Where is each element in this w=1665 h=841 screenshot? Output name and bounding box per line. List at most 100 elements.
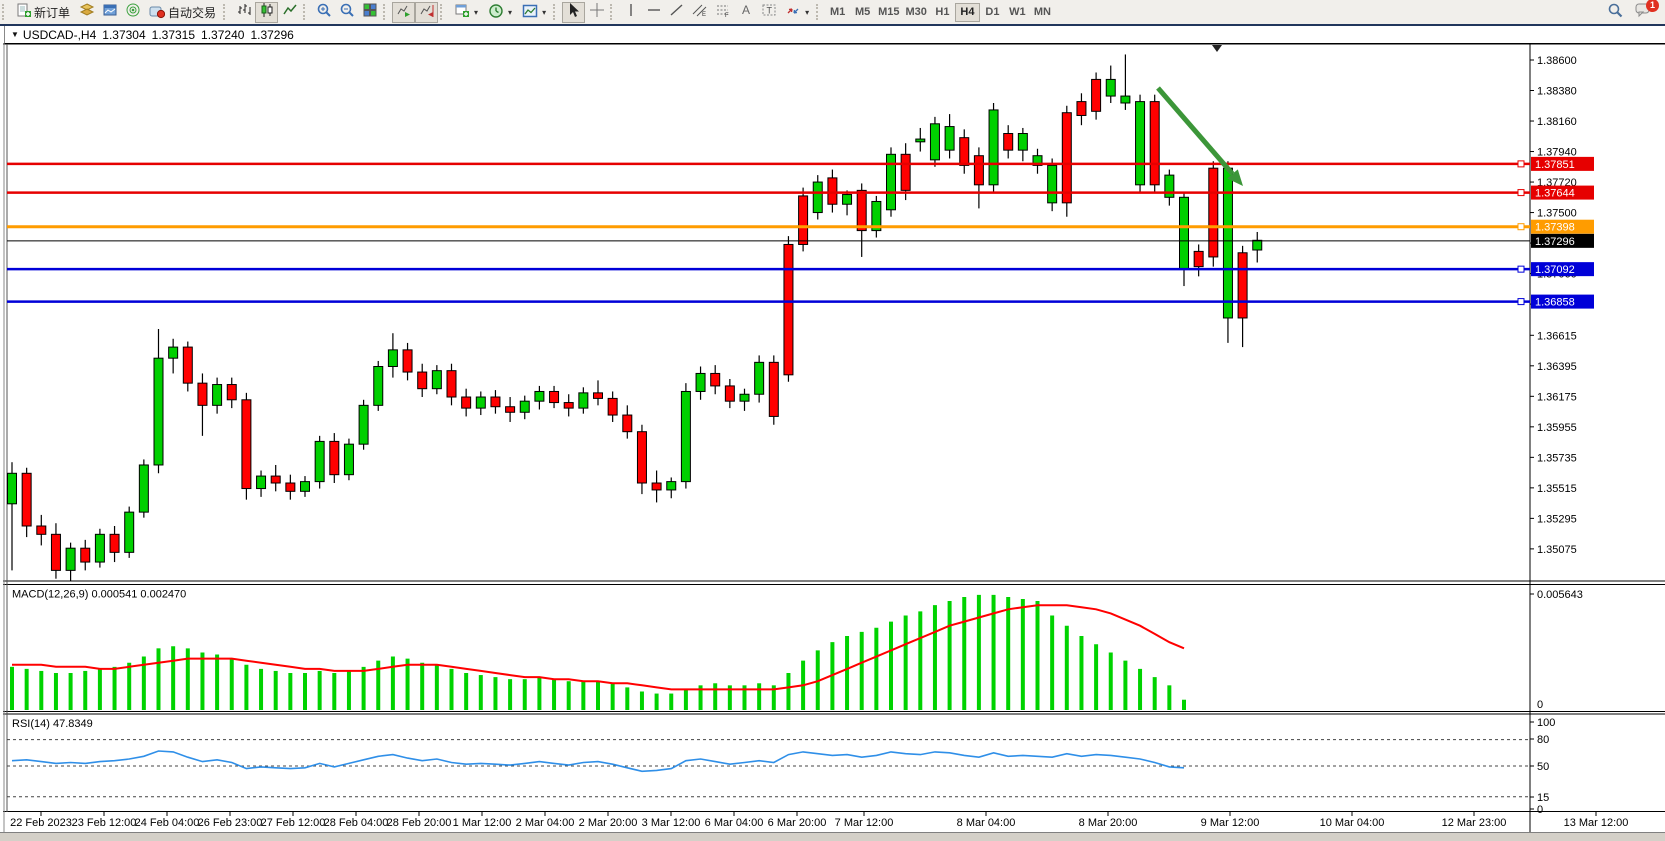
bear-candle — [1208, 167, 1219, 258]
arrow-annotation[interactable] — [1156, 86, 1243, 186]
time-tick-label: 3 Mar 12:00 — [642, 817, 701, 829]
bull-candle — [915, 138, 926, 143]
toolbar-gripper[interactable] — [303, 4, 309, 20]
timeframe-button-h4[interactable]: H4 — [954, 2, 980, 22]
timeframe-button-h1[interactable]: H1 — [935, 6, 950, 18]
crosshair-tool-button[interactable] — [585, 2, 608, 23]
vertical-line-tool-button[interactable] — [619, 2, 642, 23]
timeframe-button-m5[interactable]: M5 — [854, 6, 871, 18]
toolbar-gripper[interactable] — [440, 4, 446, 20]
line-handle[interactable] — [1517, 223, 1525, 231]
bull-candle — [343, 443, 354, 476]
text-tool-button[interactable]: A — [734, 2, 757, 23]
bear-candle — [80, 547, 91, 563]
line-handle[interactable] — [1517, 189, 1525, 197]
timeframe-button-m15[interactable]: M15 — [878, 6, 900, 18]
toolbar-gripper[interactable] — [223, 4, 229, 20]
bear-candle — [798, 195, 809, 245]
svg-text:E: E — [702, 12, 706, 18]
chevron-down-icon: ▾ — [542, 7, 547, 17]
bull-candle — [1252, 239, 1263, 251]
arrows-tool-dropdown[interactable]: ▾ — [780, 2, 814, 23]
toolbar-gripper[interactable] — [816, 4, 822, 20]
text-label-tool-button[interactable]: T — [757, 2, 780, 23]
fibonacci-tool-button[interactable]: F — [711, 2, 734, 23]
autotrade-button[interactable]: 自动交易 — [144, 2, 221, 23]
bear-candle — [827, 177, 838, 205]
bull-candle — [387, 349, 398, 368]
auto-scroll-button[interactable] — [392, 1, 416, 23]
price-tick-label: 1.36175 — [1537, 391, 1577, 403]
rsi-line — [11, 750, 1185, 773]
bull-candle — [1105, 78, 1116, 97]
bar-chart-button[interactable] — [232, 2, 255, 23]
notifications-button[interactable]: 1 — [1632, 0, 1659, 23]
chart-menu-triangle-icon[interactable]: ▼ — [11, 30, 19, 39]
macd-signal-line — [12, 604, 1185, 691]
bear-candle — [636, 431, 647, 484]
price-label-box — [1531, 233, 1594, 248]
bear-candle — [36, 525, 47, 535]
horizontal-line-icon — [646, 2, 662, 23]
bull-candle — [475, 396, 486, 409]
timeframe-button-m30[interactable]: M30 — [905, 6, 927, 18]
bull-candle — [1222, 167, 1233, 319]
periods-dropdown[interactable]: ▾ — [483, 2, 517, 23]
toolbar-gripper[interactable] — [383, 4, 389, 20]
cursor-tool-button[interactable] — [562, 1, 586, 23]
timeframe-button-d1[interactable]: D1 — [985, 6, 1000, 18]
price-label-text: 1.36858 — [1535, 297, 1575, 309]
toolbar-gripper[interactable] — [2, 4, 8, 20]
bull-candle — [212, 384, 223, 406]
market-watch-button[interactable] — [75, 2, 98, 23]
channel-tool-button[interactable]: E — [688, 2, 711, 23]
new-order-button[interactable]: 新订单 — [11, 2, 75, 23]
bear-candle — [856, 189, 867, 232]
bull-candle — [534, 390, 545, 402]
timeframe-button-w1[interactable]: W1 — [1009, 6, 1026, 18]
price-tick-label: 1.38380 — [1537, 86, 1577, 98]
ohlc-close: 1.37296 — [250, 27, 294, 42]
tile-windows-button[interactable] — [358, 2, 381, 23]
chart-shift-button[interactable] — [415, 1, 439, 23]
timeframe-button-mn[interactable]: MN — [1033, 6, 1051, 18]
templates-dropdown[interactable]: ▾ — [517, 2, 551, 23]
candlestick-chart-button[interactable] — [255, 1, 279, 23]
horizontal-line-tool-button[interactable] — [642, 2, 665, 23]
bull-candle — [695, 372, 706, 392]
bear-candle — [226, 384, 237, 401]
toolbar-gripper[interactable] — [553, 4, 559, 20]
line-handle[interactable] — [1517, 298, 1525, 306]
bull-candle — [1017, 133, 1028, 151]
search-button[interactable] — [1603, 2, 1626, 23]
radar-icon — [125, 2, 141, 23]
ohlc-high: 1.37315 — [151, 27, 196, 42]
bear-candle — [1091, 78, 1102, 112]
bull-candle — [680, 390, 691, 483]
bull-candle — [94, 533, 105, 563]
chart-shift-marker-icon[interactable] — [1212, 45, 1222, 52]
timeframe-button-m1[interactable]: M1 — [829, 6, 846, 18]
bull-candle — [138, 464, 149, 513]
bear-candle — [1237, 252, 1248, 319]
toolbar-gripper[interactable] — [610, 4, 616, 20]
line-handle[interactable] — [1517, 160, 1525, 168]
trendline-tool-button[interactable] — [665, 2, 688, 23]
chart-window-button[interactable] — [98, 2, 121, 23]
zoom-out-icon — [339, 2, 355, 23]
line-chart-icon — [282, 2, 298, 23]
zoom-out-button[interactable] — [335, 2, 358, 23]
new-order-icon — [16, 3, 31, 21]
line-handle[interactable] — [1517, 265, 1525, 273]
new-chart-dropdown[interactable]: ▾ — [449, 2, 483, 23]
bull-candle — [314, 440, 325, 483]
time-tick-label: 2 Mar 20:00 — [579, 817, 638, 829]
line-chart-button[interactable] — [278, 2, 301, 23]
price-tick-label: 1.36395 — [1537, 361, 1577, 373]
signals-button[interactable] — [121, 2, 144, 23]
price-tick-label: 1.38600 — [1537, 55, 1577, 67]
text-icon: A — [738, 2, 754, 23]
bull-candle — [886, 153, 896, 211]
zoom-in-button[interactable] — [312, 2, 335, 23]
